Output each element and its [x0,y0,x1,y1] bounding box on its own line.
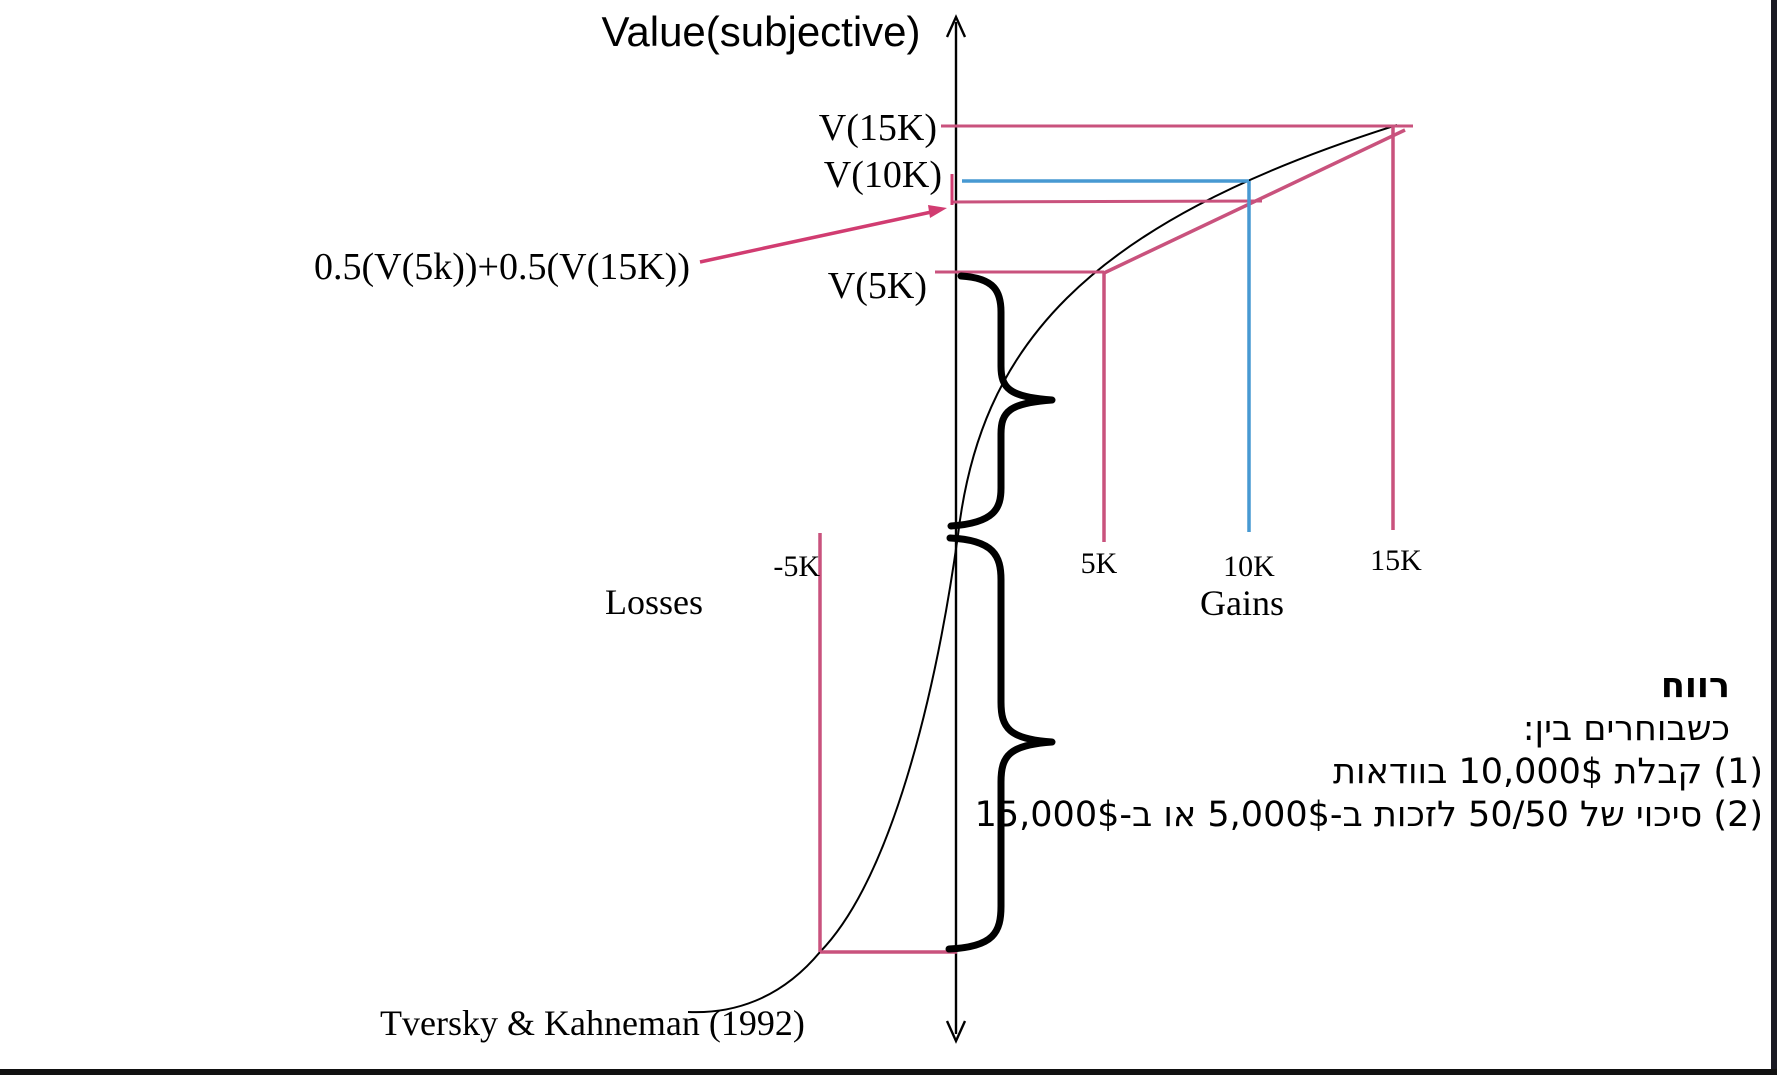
expected-value-arrowhead-icon [928,205,947,218]
annotation-intro: כשבוחרים בין: [1522,709,1730,749]
annotation-option-1: (1) קבלת 10,000$ בוודאות [1332,752,1763,792]
expected-value-label: 0.5(V(5k))+0.5(V(15K)) [314,246,690,288]
losses-curve [687,534,959,1014]
v5k-label: V(5K) [827,265,927,307]
annotation-option-2: (2) סיכוי של 50/50 לזכות ב-5,000$ או ב-1… [974,795,1763,835]
tick-15k: 15K [1370,544,1422,577]
axis-arrow-up-icon [945,14,967,38]
v15k-label: V(15K) [818,107,937,149]
slide-right-border [1771,0,1777,1075]
gains-curve [957,124,1398,536]
expected-value-level-line [951,199,1263,204]
citation: Tversky & Kahneman (1992) [380,1003,805,1043]
slide-bottom-border [0,1069,1777,1075]
axis-arrow-down-icon [945,1020,967,1044]
tick-10k: 10K [1223,550,1275,583]
y-axis-title: Value(subjective) [601,8,921,55]
expected-value-arrow [699,209,937,264]
tick-minus5k: -5K [773,550,820,583]
annotation-heading: רווח [1660,666,1730,706]
hebrew-annotation-block: רווח כשבוחרים בין: (1) קבלת 10,000$ בווד… [975,665,1763,837]
tick-5k: 5K [1080,547,1118,580]
gamble-chord-line [1103,128,1406,275]
loss-value-brace [945,534,1056,953]
gain-value-brace [947,272,1056,530]
losses-label: Losses [605,582,703,622]
gains-label: Gains [1200,583,1284,623]
v10k-label: V(10K) [823,154,942,196]
